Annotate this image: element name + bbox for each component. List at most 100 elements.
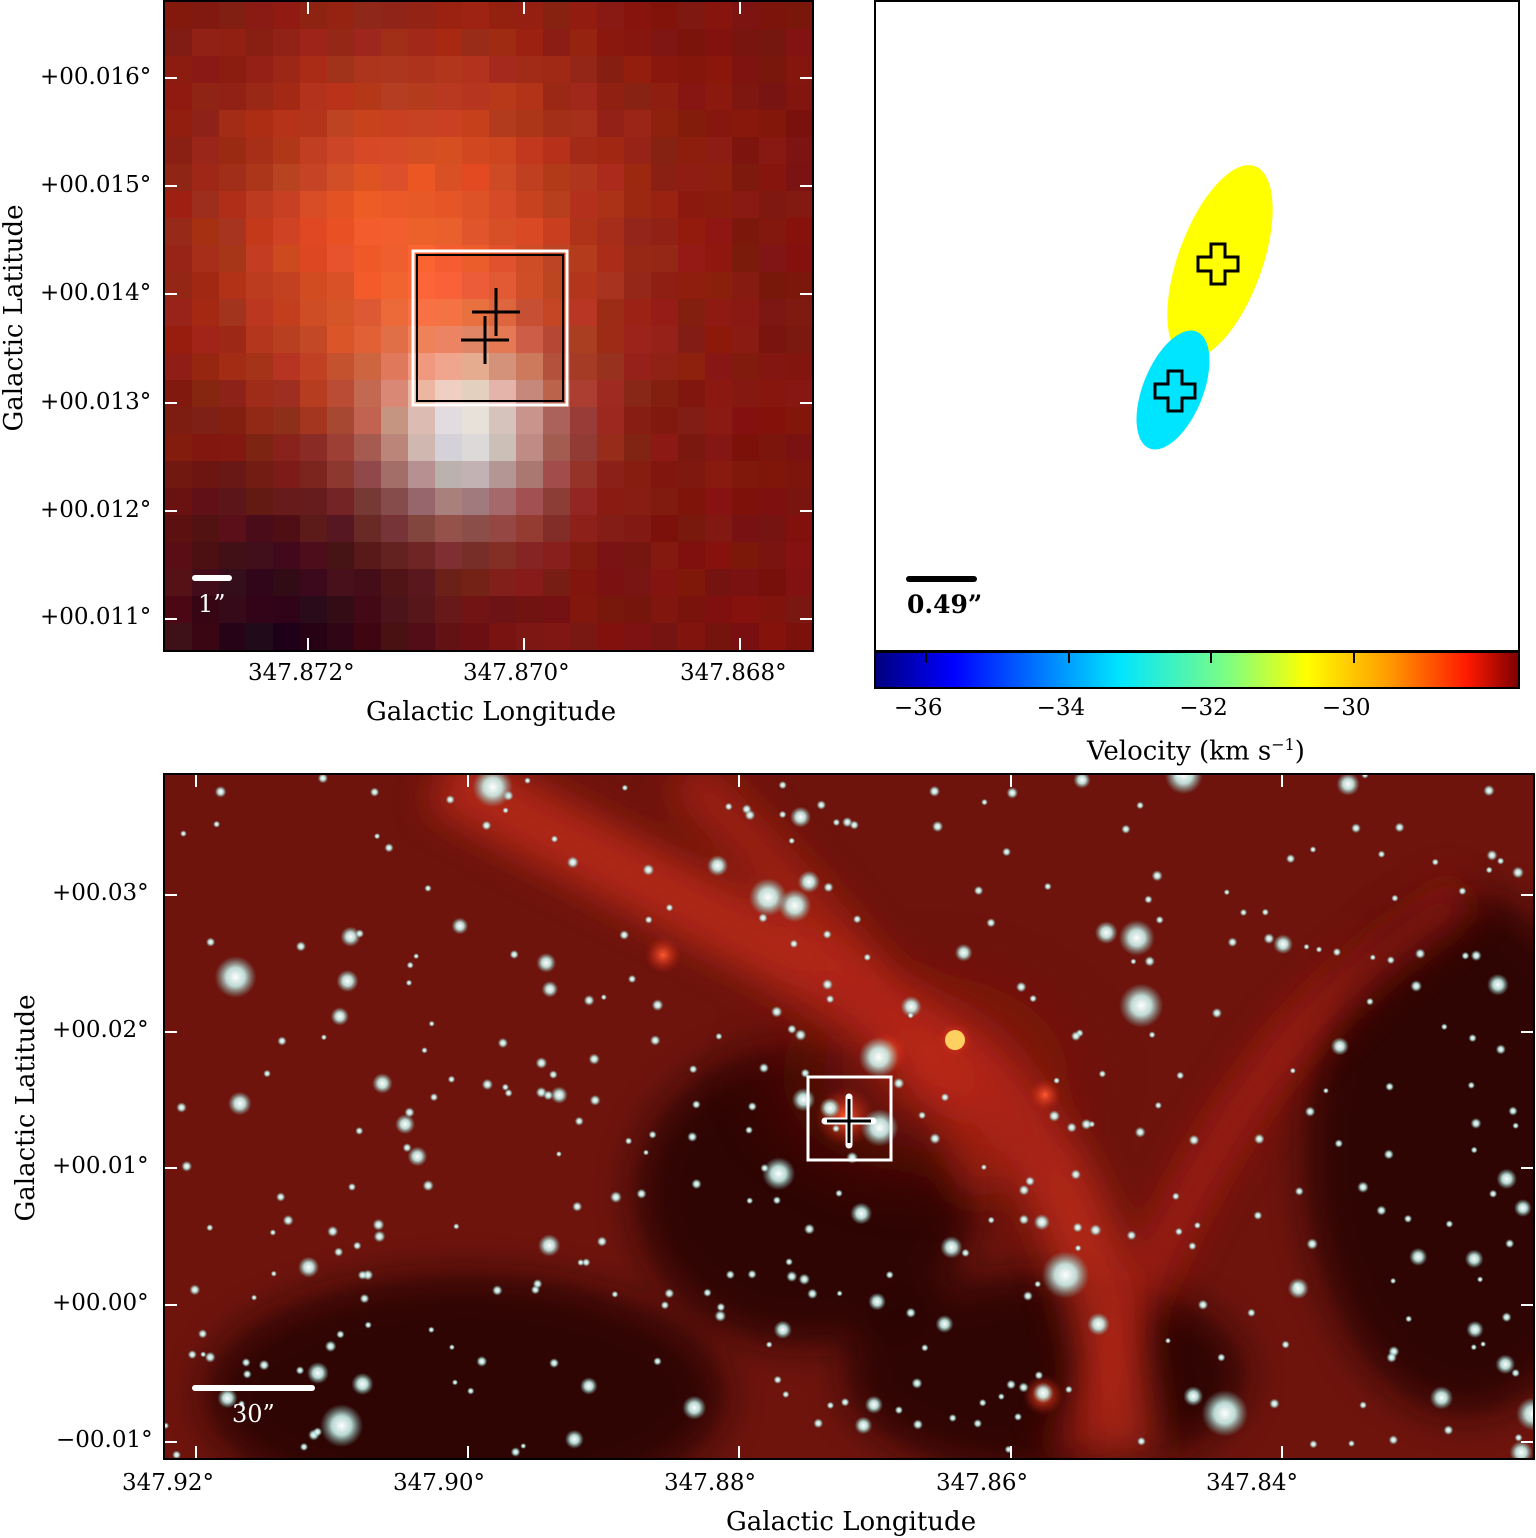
zoom-image-pixel [705, 299, 733, 327]
zoom-image-pixel [219, 2, 247, 30]
wide-star [205, 937, 216, 947]
colorbar-tick-mark [924, 653, 927, 663]
wide-star [263, 1069, 271, 1078]
zoom-image-pixel [381, 191, 409, 219]
wide-y-tick-3: +00.01° [52, 1153, 149, 1179]
zoom-image-pixel [327, 380, 355, 408]
zoom-image-pixel [408, 56, 436, 84]
zoom-image-pixel [300, 488, 328, 516]
zoom-image-pixel [516, 137, 544, 165]
wide-star [1334, 1139, 1344, 1148]
zoom-image-pixel [300, 110, 328, 138]
zoom-image-pixel [381, 299, 409, 327]
wide-star [794, 1029, 807, 1041]
wide-star [1029, 994, 1037, 1003]
zoom-image-pixel [651, 137, 679, 165]
zoom-image-pixel [759, 137, 787, 165]
zoom-image-pixel [543, 2, 571, 30]
wide-y-tick-mark [1521, 1167, 1533, 1169]
zoom-image-pixel [327, 488, 355, 516]
wide-star [741, 804, 752, 815]
wide-star [1486, 849, 1498, 861]
zoom-image-pixel [354, 218, 382, 246]
zoom-image-pixel [786, 2, 812, 30]
wide-star [541, 980, 559, 998]
zoom-image-pixel [381, 272, 409, 300]
zoom-image-pixel [678, 326, 706, 354]
wide-star [724, 802, 733, 811]
zoom-image-pixel [273, 2, 301, 30]
wide-star [1332, 947, 1342, 957]
wide-star [978, 1398, 987, 1407]
zoom-image-pixel [732, 83, 760, 111]
wide-star [1261, 908, 1270, 916]
zoom-image-pixel [678, 137, 706, 165]
wide-star [327, 1225, 339, 1237]
wide-star [320, 1034, 327, 1041]
wide-y-tick-mark [1521, 1304, 1533, 1306]
zoom-image-pixel [219, 164, 247, 192]
zoom-image-pixel [732, 515, 760, 543]
zoom-image-pixel [300, 2, 328, 30]
zoom-image-pixel [462, 191, 490, 219]
zoom-image-pixel [219, 29, 247, 57]
wide-star [172, 1450, 182, 1458]
wide-star [813, 1418, 824, 1429]
wide-star [312, 1427, 323, 1437]
zoom-image-pixel [462, 515, 490, 543]
zoom-image-pixel [192, 2, 220, 30]
zoom-image-pixel [651, 29, 679, 57]
zoom-image-pixel [732, 218, 760, 246]
zoom-image-pixel [543, 623, 571, 650]
zoom-image-pixel [246, 515, 274, 543]
zoom-image-pixel [354, 83, 382, 111]
zoom-image-pixel [246, 83, 274, 111]
zoom-image-pixel [462, 56, 490, 84]
wide-star [832, 1124, 840, 1133]
zoom-image-pixel [462, 488, 490, 516]
zoom-image-pixel [354, 488, 382, 516]
wide-star [1073, 775, 1091, 789]
zoom-y-tick-mark [165, 185, 177, 187]
zoom-image-pixel [759, 596, 787, 624]
zoom-image-pixel [435, 326, 463, 354]
zoom-image-pixel [732, 380, 760, 408]
wide-star [665, 903, 674, 912]
zoom-image-pixel [219, 542, 247, 570]
zoom-image-pixel [219, 326, 247, 354]
zoom-region-box-outer [411, 249, 569, 407]
zoom-image-pixel [678, 461, 706, 489]
wide-star [357, 1270, 368, 1280]
wide-star [948, 1413, 957, 1423]
zoom-image-pixel [462, 164, 490, 192]
zoom-image-pixel [597, 2, 625, 30]
zoom-image-pixel [246, 461, 274, 489]
zoom-image-pixel [273, 623, 301, 650]
zoom-image-pixel [570, 299, 598, 327]
zoom-image-pixel [327, 569, 355, 597]
zoom-image-pixel [732, 245, 760, 273]
zoom-y-tick-mark [165, 402, 177, 404]
wide-x-tick-5: 347.84° [1206, 1470, 1298, 1496]
wide-star [682, 1395, 707, 1420]
zoom-image-pixel [624, 596, 652, 624]
zoom-image-pixel [678, 83, 706, 111]
wide-star [1429, 1386, 1454, 1410]
zoom-image-pixel [678, 272, 706, 300]
wide-nebula-filaments [427, 775, 1478, 1458]
zoom-x-tick-mark [307, 2, 309, 14]
wide-star [347, 1182, 357, 1192]
wide-star [451, 1379, 459, 1386]
wide-star [1509, 1440, 1533, 1458]
wide-star [931, 820, 944, 833]
zoom-image-pixel [354, 461, 382, 489]
zoom-image-pixel [732, 29, 760, 57]
zoom-image-pixel [678, 596, 706, 624]
wide-star [1309, 1440, 1318, 1449]
zoom-image-pixel [435, 380, 463, 408]
wide-star [1089, 1224, 1102, 1237]
wide-star [577, 1258, 585, 1267]
wide-x-tick-4: 347.86° [936, 1470, 1028, 1496]
zoom-image-pixel [165, 137, 193, 165]
zoom-image-pixel [192, 56, 220, 84]
